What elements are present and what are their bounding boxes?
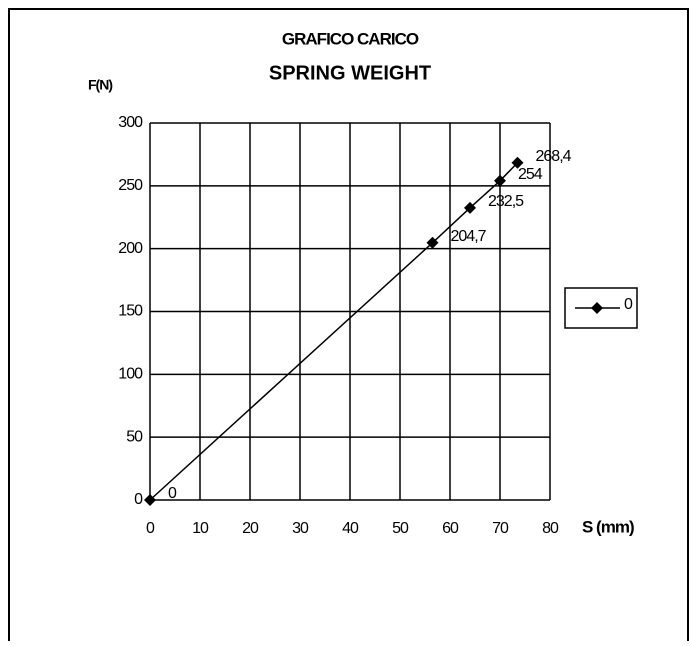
- data-label: 204,7: [451, 228, 487, 245]
- frame: [8, 8, 689, 646]
- y-tick-label: 200: [118, 240, 143, 257]
- series-line: [149, 162, 519, 501]
- x-tick-label: 60: [442, 520, 459, 537]
- marker: [426, 236, 439, 249]
- data-label: 0: [168, 485, 177, 502]
- x-tick-label: 50: [392, 520, 409, 537]
- chart-title: GRAFICO CARICO: [282, 29, 419, 48]
- x-tick-label: 0: [146, 520, 155, 537]
- chart-subtitle: SPRING WEIGHT: [269, 62, 431, 84]
- y-tick-label: 0: [134, 491, 143, 508]
- legend-marker: [591, 302, 603, 314]
- y-tick-label: 100: [118, 366, 143, 383]
- y-tick-label: 150: [118, 303, 143, 320]
- x-tick-label: 40: [342, 520, 359, 537]
- legend-label: 0: [624, 296, 633, 313]
- y-tick-label: 250: [118, 177, 143, 194]
- marker: [144, 494, 156, 506]
- marker: [494, 174, 506, 187]
- x-tick-label: 70: [492, 520, 509, 537]
- x-tick-label: 10: [192, 520, 209, 537]
- x-tick-label: 80: [542, 520, 559, 537]
- y-axis-label: F(N): [88, 77, 112, 93]
- x-tick-label: 30: [292, 520, 309, 537]
- data-label: 268,4: [536, 148, 572, 165]
- marker: [464, 201, 476, 214]
- y-tick-label: 300: [118, 114, 143, 131]
- y-tick-label: 50: [126, 428, 143, 445]
- marker: [511, 156, 524, 169]
- x-tick-label: 20: [242, 520, 259, 537]
- x-axis-label: S (mm): [582, 517, 634, 536]
- data-label: 254: [518, 166, 543, 183]
- data-label: 232,5: [488, 193, 524, 210]
